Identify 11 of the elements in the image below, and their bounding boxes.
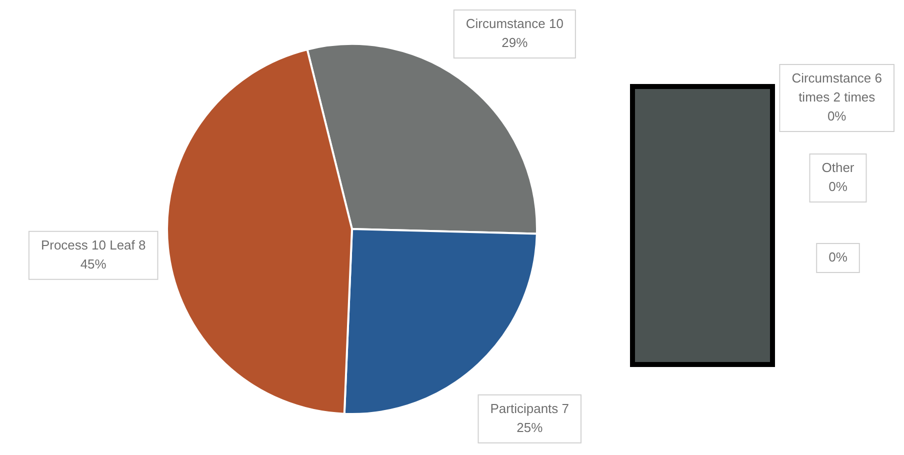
slice-label: Process 10 Leaf 8 — [40, 237, 146, 252]
text: 0% — [828, 179, 848, 194]
category-label: Circumstance 6 times 2 times — [792, 70, 882, 105]
data-label: 25% — [516, 420, 544, 435]
data-label: 45% — [80, 256, 107, 272]
text: 0% — [828, 250, 848, 265]
slice-label: Participants 7 — [490, 400, 570, 416]
category-label: Other — [822, 160, 854, 176]
slice-label: Circumstance 10 — [466, 16, 564, 32]
text: 0% — [827, 108, 846, 124]
data-label: 29% — [502, 35, 528, 50]
